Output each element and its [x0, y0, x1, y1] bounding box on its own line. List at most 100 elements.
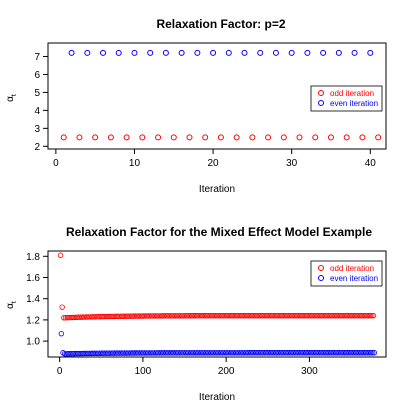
y-axis-label-subscript: t — [11, 301, 18, 303]
data-point — [185, 350, 191, 356]
data-point — [68, 49, 75, 56]
x-axis-label: Iteration — [199, 392, 235, 403]
data-point — [218, 350, 224, 356]
data-point — [61, 351, 68, 357]
data-point — [351, 49, 358, 56]
data-point — [233, 134, 240, 141]
data-point — [92, 314, 99, 320]
data-point — [138, 350, 144, 356]
x-tick-label: 0 — [53, 158, 59, 169]
data-point — [109, 313, 115, 320]
data-point — [369, 312, 375, 319]
data-point — [175, 313, 182, 319]
chart-relaxation-p2: Relaxation Factor: p=2 0 10 20 30 40 234567 … — [5, 17, 387, 195]
data-point — [249, 134, 256, 141]
data-point — [168, 350, 174, 356]
data-point — [202, 134, 209, 141]
data-point — [78, 350, 84, 357]
series-even — [68, 49, 374, 56]
data-point — [71, 350, 78, 357]
y-tick-label: 6 — [34, 70, 40, 81]
data-point — [101, 350, 108, 356]
data-point — [368, 350, 374, 356]
data-point — [115, 49, 122, 56]
data-point — [178, 350, 184, 356]
x-axis: 0 10 20 30 40 — [53, 149, 376, 169]
data-point — [254, 312, 260, 319]
data-point — [241, 350, 248, 356]
data-point — [58, 330, 65, 337]
data-point — [123, 134, 130, 141]
data-point — [220, 312, 227, 319]
data-point — [98, 350, 104, 356]
data-point — [139, 134, 146, 141]
data-point — [156, 313, 162, 319]
plot-frame — [47, 250, 387, 358]
data-point — [155, 350, 161, 356]
data-point — [250, 312, 257, 319]
x-axis: 0 100 200 300 — [57, 357, 318, 377]
y-tick-label: 1.2 — [26, 315, 40, 326]
y-tick-label: 5 — [34, 88, 40, 99]
data-point — [149, 313, 155, 319]
chart-title: Relaxation Factor: p=2 — [156, 17, 285, 31]
data-point — [335, 49, 342, 56]
data-point — [179, 313, 185, 319]
data-point — [131, 49, 138, 56]
data-point — [116, 313, 122, 320]
x-tick-label: 300 — [301, 366, 318, 377]
y-tick-label: 1.4 — [26, 294, 40, 305]
data-point — [205, 350, 211, 356]
legend-label-odd: odd iteration — [330, 264, 374, 273]
x-tick-label: 200 — [218, 366, 235, 377]
data-point — [171, 350, 178, 356]
data-point — [230, 312, 237, 319]
y-tick-label: 4 — [34, 106, 40, 117]
data-point — [327, 134, 334, 141]
legend-marker-even — [318, 275, 324, 281]
data-point — [82, 314, 89, 320]
data-point — [135, 350, 141, 356]
data-point — [108, 350, 114, 356]
x-axis-label: Iteration — [199, 184, 235, 195]
data-point — [107, 134, 114, 141]
data-point — [129, 313, 135, 319]
y-axis-label: αt — [5, 301, 18, 309]
y-tick-label: 3 — [34, 124, 40, 135]
y-axis: 1.0 1.2 1.4 1.6 1.8 — [26, 252, 48, 348]
data-point — [225, 49, 232, 56]
data-point — [170, 134, 177, 141]
y-tick-label: 1.6 — [26, 273, 40, 284]
y-axis-label-symbol: α — [5, 303, 16, 309]
data-point — [86, 314, 92, 320]
y-tick-label: 2 — [34, 142, 40, 153]
data-point — [185, 313, 192, 319]
data-point — [212, 313, 219, 319]
data-point — [205, 313, 212, 319]
y-axis-label-symbol: α — [5, 96, 16, 102]
data-point — [122, 313, 129, 319]
data-point — [178, 49, 185, 56]
series-even — [58, 330, 378, 357]
data-point — [79, 314, 85, 320]
data-point — [132, 313, 139, 319]
data-point — [265, 134, 272, 141]
data-point — [68, 350, 75, 357]
data-point — [65, 351, 71, 357]
data-point — [369, 350, 376, 356]
data-point — [257, 312, 263, 319]
data-points — [60, 49, 382, 141]
data-point — [148, 350, 154, 356]
data-point — [155, 134, 162, 141]
legend-box — [310, 85, 383, 112]
data-point — [371, 350, 378, 356]
data-point — [112, 313, 119, 320]
data-point — [359, 134, 366, 141]
data-point — [195, 313, 202, 319]
x-tick-label: 100 — [135, 366, 152, 377]
data-point — [255, 350, 261, 356]
data-point — [121, 350, 128, 356]
data-point — [201, 350, 208, 356]
data-point — [84, 49, 91, 56]
legend-marker-odd — [318, 265, 324, 271]
